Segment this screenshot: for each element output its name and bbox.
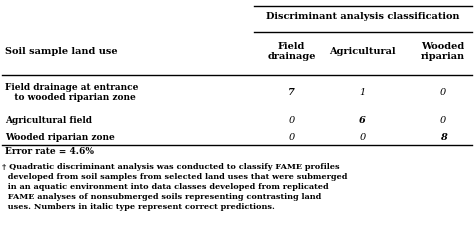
Text: Discriminant analysis classification: Discriminant analysis classification: [266, 12, 459, 21]
Text: 8: 8: [440, 133, 447, 142]
Text: 0: 0: [440, 88, 447, 97]
Text: Agricultural: Agricultural: [329, 47, 396, 56]
Text: Soil sample land use: Soil sample land use: [5, 47, 118, 56]
Text: Wooded riparian zone: Wooded riparian zone: [5, 133, 115, 142]
Text: 0: 0: [440, 116, 447, 125]
Text: Field
drainage: Field drainage: [267, 42, 316, 61]
Text: 7: 7: [288, 88, 295, 97]
Text: 6: 6: [359, 116, 366, 125]
Text: Error rate = 4.6%: Error rate = 4.6%: [5, 147, 94, 156]
Text: † Quadratic discriminant analysis was conducted to classify FAME profiles
  deve: † Quadratic discriminant analysis was co…: [2, 163, 348, 211]
Text: 0: 0: [288, 133, 295, 142]
Text: Field drainage at entrance
   to wooded riparian zone: Field drainage at entrance to wooded rip…: [5, 83, 138, 102]
Text: Wooded
riparian: Wooded riparian: [421, 42, 465, 61]
Text: 0: 0: [359, 133, 366, 142]
Text: 1: 1: [359, 88, 366, 97]
Text: 0: 0: [288, 116, 295, 125]
Text: Agricultural field: Agricultural field: [5, 116, 92, 125]
